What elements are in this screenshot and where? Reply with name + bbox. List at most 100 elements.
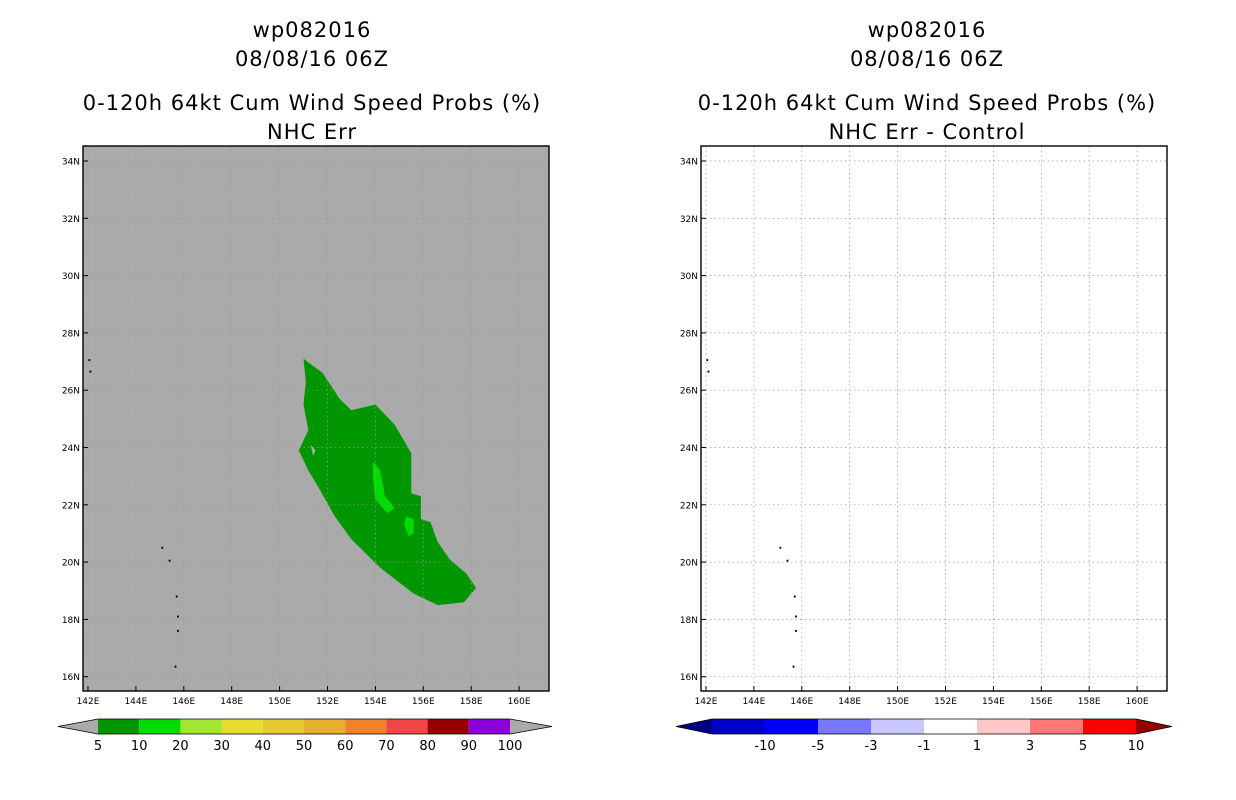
island [792,665,795,668]
island [89,370,92,373]
lon-label: 150E [886,697,909,707]
colorbar-label: -3 [865,739,878,754]
island [88,359,91,362]
colorbar-swatch [98,719,140,734]
island [706,359,709,362]
lon-label: 156E [412,697,435,707]
lon-label: 142E [695,697,718,707]
lon-label: 148E [220,697,243,707]
lon-label: 150E [268,697,291,707]
lat-label: 22N [680,501,698,511]
island [793,595,796,598]
lon-label: 142E [77,697,100,707]
colorbar-panel-2: -10 -5 -3 -1 1 3 5 10 [675,718,1173,754]
lon-label: 160E [1126,697,1149,707]
prob-area-hole [310,444,316,457]
lon-label: 148E [838,697,861,707]
lat-label: 24N [62,444,80,454]
lat-label: 28N [680,329,698,339]
lat-label: 32N [680,215,698,225]
island [175,595,178,598]
colorbar-label: -5 [812,739,825,754]
lat-label: 30N [62,272,80,282]
lon-label: 152E [316,697,339,707]
lon-label: 158E [1078,697,1101,707]
island [795,629,797,632]
colorbar-label: 10 [1128,739,1145,754]
colorbar-swatch [468,719,510,734]
lat-label: 18N [680,616,698,626]
lat-label: 22N [62,501,80,511]
map-background [701,146,1167,691]
map-frame [700,145,1168,692]
lon-label: 152E [934,697,957,707]
lat-label: 16N [680,673,698,683]
colorbar-label: 20 [172,739,189,754]
map-panel-1: 34N 32N 30N 28N 26N 24N 22N 20N 18N 16N 142E 144E 14… [62,145,550,707]
panel2-product-title: 0-120h 64kt Cum Wind Speed Probs (%) [697,91,1157,115]
map-frame [82,145,550,692]
colorbar-swatch [427,719,469,734]
colorbar-left-arrow [58,719,98,734]
lon-label: 146E [172,697,195,707]
colorbar-swatch [139,719,181,734]
island [161,546,164,549]
lon-label: 154E [364,697,387,707]
colorbar-swatch [262,719,304,734]
colorbar-label: -10 [754,739,775,754]
island [786,559,789,562]
lon-label: 154E [982,697,1005,707]
lat-label: 26N [680,387,698,397]
colorbar-label: 100 [498,739,523,754]
colorbar-right-arrow [1136,719,1172,734]
colorbar-label: 1 [973,739,981,754]
colorbar-swatch [345,719,387,734]
lon-label: 144E [742,697,765,707]
colorbar-swatch [977,719,1030,734]
colorbar-swatch [304,719,346,734]
lat-label: 34N [62,158,80,168]
colorbar-left-arrow [676,719,712,734]
colorbar-label: 5 [1079,739,1087,754]
colorbar-swatch [871,719,924,734]
island [174,665,177,668]
panel1-subtitle: NHC Err [266,120,357,144]
colorbar-label: -1 [918,739,931,754]
prob-area-10-20 [373,461,395,514]
colorbar-swatch [712,719,765,734]
lat-label: 34N [680,158,698,168]
lon-label: 146E [790,697,813,707]
lon-label: 158E [460,697,483,707]
colorbar-swatch [180,719,222,734]
colorbar-label: 80 [419,739,436,754]
lon-label: 160E [508,697,531,707]
colorbar-outline [57,718,553,735]
prob-area-10-20 [404,516,414,537]
island [177,629,179,632]
prob-area-5-10 [298,358,476,606]
colorbar-label: 5 [94,739,102,754]
panel1-product-title: 0-120h 64kt Cum Wind Speed Probs (%) [82,91,542,115]
lat-label: 16N [62,673,80,683]
panel1-storm-id: wp082016 [252,18,372,42]
colorbar-label: 30 [213,739,230,754]
lat-label: 20N [62,559,80,569]
colorbar-swatch [1030,719,1083,734]
colorbar-label: 70 [378,739,395,754]
lat-label: 28N [62,329,80,339]
colorbar-right-arrow [510,719,552,734]
colorbar-label: 3 [1026,739,1034,754]
lat-label: 24N [680,444,698,454]
lat-label: 30N [680,272,698,282]
island [177,615,179,618]
panel2-subtitle: NHC Err - Control [828,120,1026,144]
colorbar-label: 40 [255,739,272,754]
colorbar-swatch [765,719,818,734]
colorbar-swatch [924,719,977,734]
map-panel-2: 34N 32N 30N 28N 26N 24N 22N 20N 18N 16N 142E 144E 14… [680,145,1168,707]
colorbar-swatch [221,719,263,734]
lat-label: 32N [62,215,80,225]
panel1-datetime: 08/08/16 06Z [234,47,390,71]
lat-label: 20N [680,559,698,569]
